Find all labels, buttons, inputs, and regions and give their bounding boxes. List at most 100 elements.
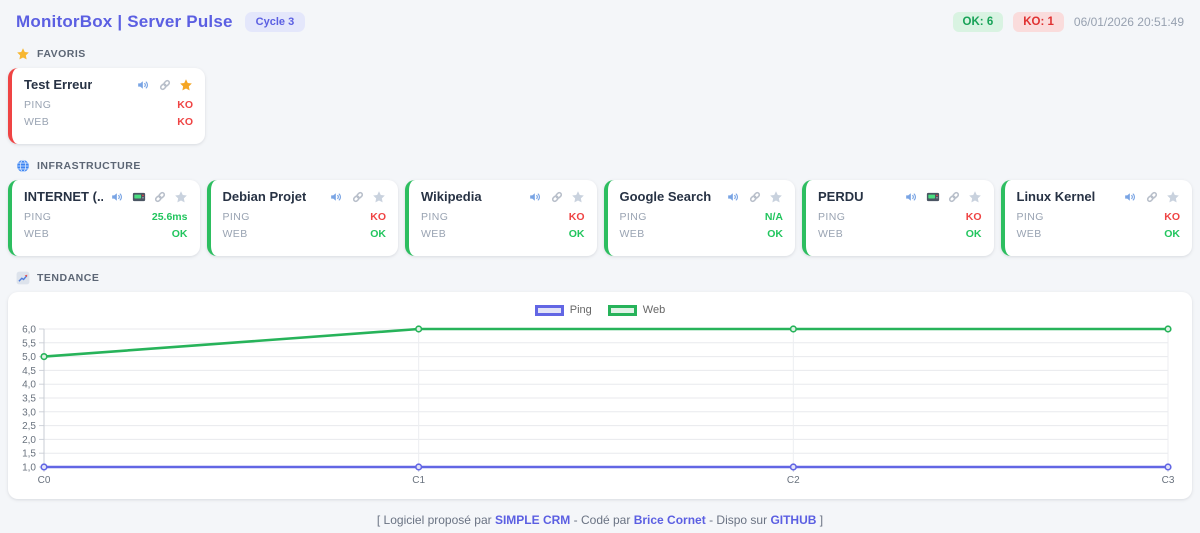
ping-status: KO	[177, 99, 193, 111]
cycle-badge: Cycle 3	[244, 12, 306, 32]
web-legend-swatch	[607, 304, 637, 316]
web-status: OK	[767, 228, 783, 240]
web-label: WEB	[24, 228, 50, 240]
legend-item-web[interactable]: Web	[607, 304, 666, 316]
sound-alert-icon[interactable]	[727, 190, 741, 204]
server-name: Test Erreur	[24, 77, 93, 92]
svg-text:5,0: 5,0	[22, 352, 36, 363]
sound-alert-icon[interactable]	[111, 190, 125, 204]
link-icon[interactable]	[153, 190, 167, 204]
infrastructure-row: INTERNET (... PING 25.6ms WEB OK Debian …	[8, 180, 1192, 256]
ping-row: PING N/A	[620, 211, 784, 223]
link-icon[interactable]	[550, 190, 564, 204]
footer-text-suffix: ]	[819, 513, 824, 527]
favorite-star-icon[interactable]	[174, 190, 188, 204]
web-label: WEB	[818, 228, 844, 240]
web-status: OK	[171, 228, 188, 240]
server-card-perdu: PERDU PING KO WEB OK	[802, 180, 994, 256]
link-icon[interactable]	[351, 190, 365, 204]
star-section-icon	[16, 47, 30, 61]
sound-alert-icon[interactable]	[1124, 190, 1138, 204]
web-row: WEB OK	[1017, 228, 1181, 240]
server-name: Google Search	[619, 189, 712, 204]
ping-label: PING	[1016, 211, 1044, 223]
web-row: WEB KO	[24, 116, 193, 128]
svg-text:C0: C0	[38, 475, 51, 486]
ko-count-badge: KO: 1	[1013, 12, 1064, 32]
ping-status: KO	[370, 211, 386, 223]
ping-legend-swatch	[534, 304, 564, 316]
ping-status: KO	[1164, 211, 1180, 223]
ping-status: KO	[568, 211, 585, 223]
footer-text-mid1: - Codé par	[573, 513, 631, 527]
web-label: WEB	[421, 228, 447, 240]
ping-legend-label: Ping	[569, 304, 592, 316]
footer-text-mid2: - Dispo sur	[709, 513, 768, 527]
web-status: OK	[1164, 228, 1180, 240]
link-icon[interactable]	[1145, 190, 1159, 204]
svg-text:6,0: 6,0	[22, 325, 36, 336]
web-status: OK	[568, 228, 585, 240]
ok-count-badge: OK: 6	[952, 12, 1004, 32]
ping-row: PING KO	[24, 99, 193, 111]
favorite-star-icon[interactable]	[179, 78, 193, 92]
device-pager-icon[interactable]	[926, 190, 940, 204]
sound-alert-icon[interactable]	[330, 190, 344, 204]
sound-alert-icon[interactable]	[905, 190, 919, 204]
trend-chart-panel: Ping Web 1,0 1,5 2,0 2,5 3,0 3,5 4,0 4,5 5,0 5,5 6…	[8, 292, 1192, 499]
ping-label: PING	[619, 211, 647, 223]
device-pager-icon[interactable]	[132, 190, 146, 204]
legend-item-ping[interactable]: Ping	[534, 304, 592, 316]
topbar: MonitorBox | Server Pulse Cycle 3 OK: 6 …	[8, 10, 1192, 32]
favoris-section-label: FAVORIS	[37, 48, 86, 60]
author-link[interactable]: Brice Cornet	[633, 513, 706, 527]
svg-text:3,5: 3,5	[22, 394, 36, 405]
svg-text:4,0: 4,0	[22, 380, 36, 391]
ping-row: PING KO	[421, 211, 585, 223]
ping-row: PING KO	[1017, 211, 1181, 223]
link-icon[interactable]	[158, 78, 172, 92]
ping-label: PING	[24, 211, 52, 223]
server-name: Linux Kernel	[1016, 189, 1096, 204]
ping-label: PING	[818, 211, 846, 223]
server-card-linux-kernel: Linux Kernel PING KO WEB OK	[1000, 180, 1192, 256]
ping-status: 25.6ms	[151, 211, 188, 223]
globe-section-icon	[16, 159, 30, 173]
web-row: WEB OK	[223, 228, 387, 240]
simple-crm-link[interactable]: SIMPLE CRM	[494, 513, 571, 527]
web-row: WEB OK	[24, 228, 188, 240]
ping-row: PING KO	[818, 211, 982, 223]
link-icon[interactable]	[748, 190, 762, 204]
favoris-section-header: FAVORIS	[16, 47, 1184, 61]
server-name: PERDU	[818, 189, 864, 204]
favorite-star-icon[interactable]	[372, 190, 386, 204]
infrastructure-section-label: INFRASTRUCTURE	[37, 160, 141, 172]
svg-text:1,5: 1,5	[22, 449, 36, 460]
favorite-star-icon[interactable]	[571, 190, 585, 204]
trend-chart-icon	[16, 271, 30, 285]
server-card-debian-projet: Debian Projet PING KO WEB OK	[206, 180, 398, 256]
web-label: WEB	[619, 228, 645, 240]
web-row: WEB OK	[620, 228, 784, 240]
sound-alert-icon[interactable]	[529, 190, 543, 204]
ping-status: KO	[965, 211, 982, 223]
svg-text:4,5: 4,5	[22, 366, 36, 377]
infrastructure-section-header: INFRASTRUCTURE	[16, 159, 1184, 173]
server-card-wikipedia: Wikipedia PING KO WEB OK	[405, 180, 597, 256]
github-link[interactable]: GITHUB	[770, 513, 817, 527]
web-row: WEB OK	[818, 228, 982, 240]
server-card-test-erreur: Test Erreur PING KO WEB KO	[8, 68, 205, 144]
server-card-internet: INTERNET (... PING 25.6ms WEB OK	[8, 180, 200, 256]
favorite-star-icon[interactable]	[1166, 190, 1180, 204]
web-label: WEB	[24, 116, 50, 128]
web-row: WEB OK	[421, 228, 585, 240]
server-name: Wikipedia	[421, 189, 482, 204]
favorite-star-icon[interactable]	[769, 190, 783, 204]
sound-alert-icon[interactable]	[137, 78, 151, 92]
tendance-section-label: TENDANCE	[37, 272, 100, 284]
web-legend-label: Web	[642, 304, 666, 316]
link-icon[interactable]	[947, 190, 961, 204]
server-name: INTERNET (...	[24, 189, 103, 204]
favorite-star-icon[interactable]	[968, 190, 982, 204]
